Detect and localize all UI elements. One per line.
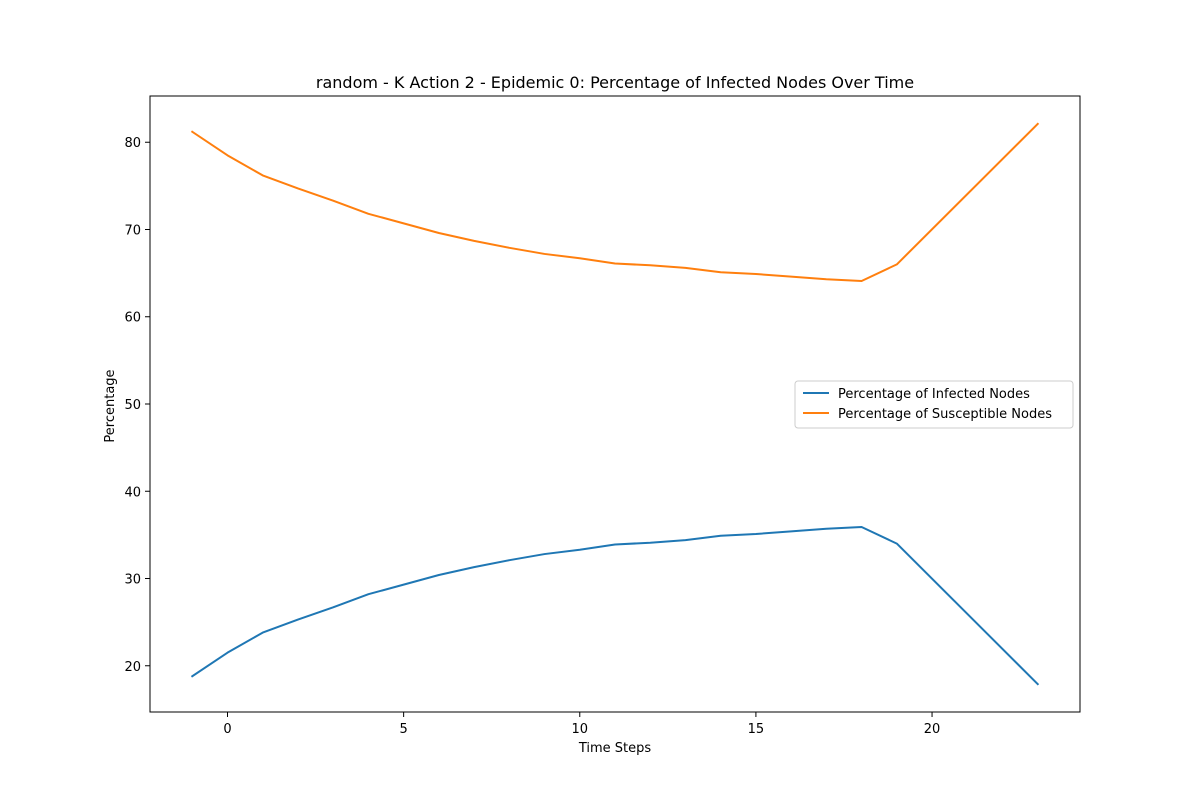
y-tick-label: 60 [124, 311, 141, 326]
x-tick-label: 20 [924, 722, 941, 737]
y-tick-label: 30 [124, 573, 141, 588]
x-tick-label: 0 [223, 722, 231, 737]
x-axis-title: Time Steps [578, 741, 652, 756]
series-line-susceptible [190, 122, 1040, 282]
legend-box [794, 380, 1074, 429]
y-axis-title: Percentage [103, 369, 118, 442]
legend-label: Percentage of Susceptible Nodes [838, 407, 1052, 422]
x-tick-label: 10 [571, 722, 588, 737]
legend: Percentage of Infected Nodes Percentage o… [794, 380, 1074, 429]
y-tick-label: 40 [124, 485, 141, 500]
x-tick-label: 15 [748, 722, 765, 737]
series-line-infected [190, 526, 1040, 686]
y-tick-label: 70 [124, 223, 141, 238]
y-tick-label: 50 [124, 398, 141, 413]
legend-label: Percentage of Infected Nodes [838, 387, 1030, 402]
x-tick-label: 5 [399, 722, 407, 737]
y-tick-label: 20 [124, 660, 141, 675]
chart-title: random - K Action 2 - Epidemic 0: Percen… [316, 73, 914, 92]
y-tick-label: 80 [124, 136, 141, 151]
